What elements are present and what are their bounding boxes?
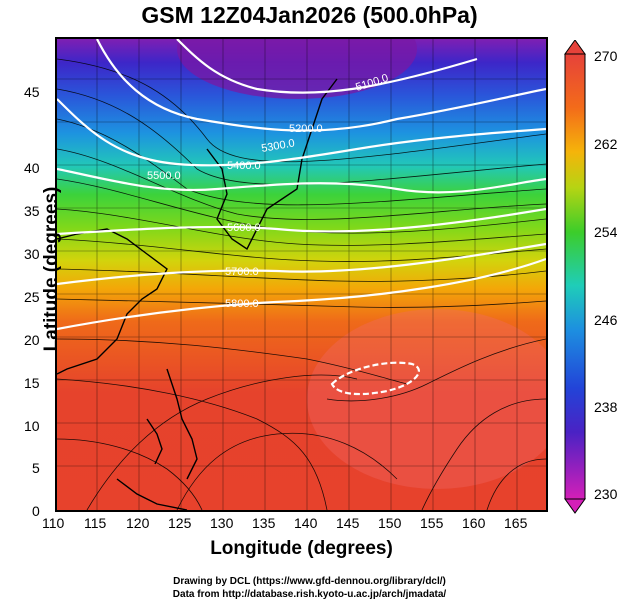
y-tick: 15: [24, 375, 40, 391]
colorbar-tick: 230: [594, 486, 618, 502]
height-contours: [57, 39, 546, 331]
figure-title: GSM 12Z04Jan2026 (500.0hPa): [141, 2, 478, 28]
contour-label: 5600.0: [227, 222, 261, 234]
x-axis-label: Longitude (degrees): [210, 538, 393, 559]
y-tick: 25: [24, 289, 40, 305]
colorbar-tick: 246: [594, 312, 618, 328]
x-tick: 120: [126, 515, 150, 531]
colorbar-bottom-arrow: [564, 498, 586, 514]
contour-label: 5300.0: [260, 137, 295, 155]
contour-label: 5200.0: [289, 123, 323, 135]
x-tick: 110: [42, 515, 65, 531]
cold-core: [177, 39, 417, 99]
colorbar-top-arrow: [564, 40, 586, 55]
grid-lines: [57, 39, 546, 510]
y-tick: 5: [32, 460, 40, 476]
credits-dcl: Drawing by DCL (https://www.gfd-dennou.o…: [173, 576, 446, 587]
colorbar-tick: 254: [594, 224, 618, 240]
y-tick: 45: [24, 84, 40, 100]
y-tick: 30: [24, 246, 40, 262]
contour-label: 5800.0: [225, 298, 259, 310]
y-tick: 0: [32, 503, 40, 519]
contour-label: 5400.0: [227, 160, 261, 172]
x-tick: 115: [84, 515, 107, 531]
contour-label: 5700.0: [225, 266, 259, 278]
x-tick: 160: [462, 515, 486, 531]
y-tick: 35: [24, 203, 40, 219]
map-plot: 5100.0 5200.0 5300.0 5400.0 5500.0 5600.…: [55, 37, 548, 512]
y-tick: 20: [24, 332, 40, 348]
x-tick: 150: [378, 515, 402, 531]
x-tick: 135: [252, 515, 276, 531]
colorbar-tick: 262: [594, 136, 618, 152]
x-tick: 155: [420, 515, 444, 531]
colorbar-tick: 238: [594, 399, 618, 415]
x-tick: 140: [294, 515, 318, 531]
map-canvas: 5100.0 5200.0 5300.0 5400.0 5500.0 5600.…: [57, 39, 546, 510]
y-tick: 40: [24, 160, 40, 176]
x-tick: 125: [168, 515, 192, 531]
x-tick: 165: [504, 515, 528, 531]
warm-region: [307, 309, 546, 489]
colorbar-scale: [564, 53, 586, 500]
contour-label: 5500.0: [147, 170, 181, 182]
y-axis-label: Latitude (degrees): [41, 186, 62, 352]
closed-contour-high: [330, 361, 420, 396]
colorbar: [564, 40, 586, 514]
wind-streamlines: [57, 58, 546, 510]
x-tick: 145: [336, 515, 360, 531]
y-tick: 10: [24, 418, 40, 434]
x-tick: 130: [210, 515, 234, 531]
credits-data-source: Data from http://database.rish.kyoto-u.a…: [172, 589, 447, 600]
coastlines: [57, 78, 338, 510]
colorbar-tick: 270: [594, 48, 618, 64]
